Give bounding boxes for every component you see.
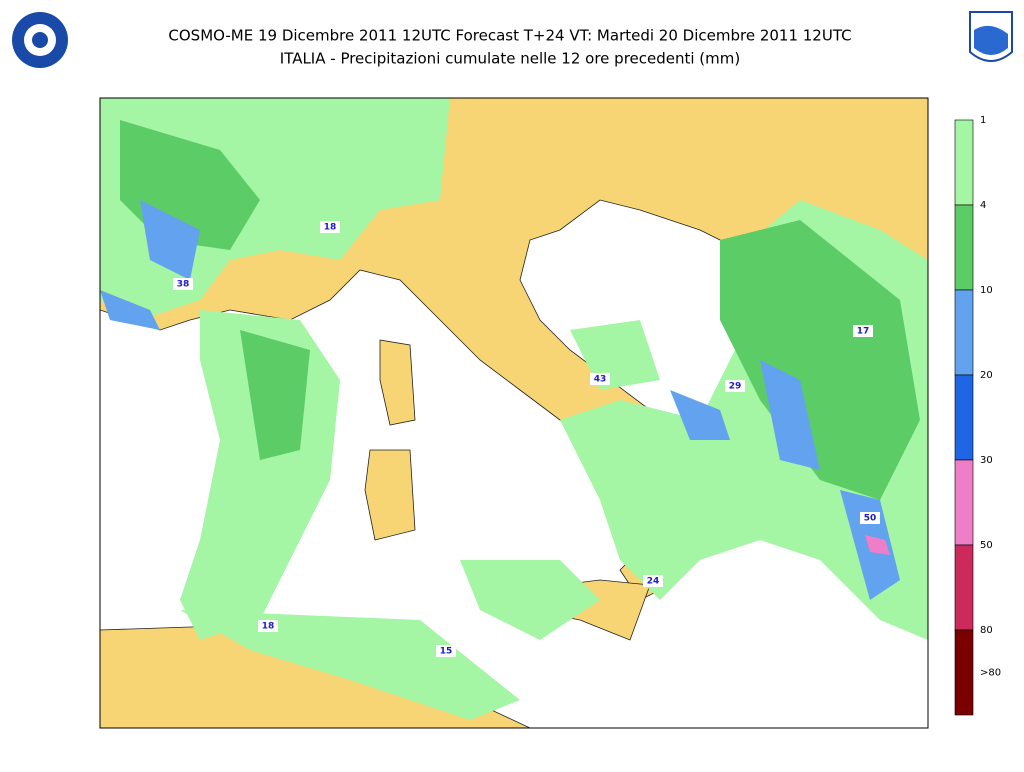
label-box	[173, 278, 193, 290]
max-value-label: 43	[594, 375, 607, 385]
legend-label: 1	[980, 115, 986, 126]
logo-left	[12, 12, 68, 68]
max-value-label: 15	[440, 647, 453, 657]
legend-swatch	[954, 459, 974, 546]
legend-swatch	[954, 374, 974, 461]
logo-right	[969, 11, 1013, 62]
legend-swatch	[954, 544, 974, 631]
label-box	[320, 221, 340, 233]
label-box	[436, 645, 456, 657]
label-box	[725, 380, 745, 392]
label-box	[643, 575, 663, 587]
label-box	[590, 373, 610, 385]
subtitle: ITALIA - Precipitazioni cumulate nelle 1…	[280, 50, 740, 68]
label-box	[853, 325, 873, 337]
label-box	[860, 512, 880, 524]
legend-label: 20	[980, 370, 993, 381]
legend-swatch	[954, 629, 974, 716]
legend-label: >80	[980, 668, 1001, 679]
legend-label: 50	[980, 540, 993, 551]
map: 18 38 43 29 17 50 24 18 15	[100, 98, 928, 728]
max-value-label: 50	[864, 514, 877, 524]
legend-swatch	[954, 119, 974, 206]
max-value-label: 29	[729, 382, 742, 392]
legend-label: 10	[980, 285, 993, 296]
legend-label: 4	[980, 200, 986, 211]
legend-label: 80	[980, 625, 993, 636]
title: COSMO-ME 19 Dicembre 2011 12UTC Forecast…	[168, 27, 851, 45]
max-value-label: 38	[177, 280, 190, 290]
max-value-label: 18	[262, 622, 275, 632]
legend-swatch	[954, 289, 974, 376]
max-value-label: 18	[324, 223, 337, 233]
max-value-label: 17	[857, 327, 870, 337]
label-box	[258, 620, 278, 632]
max-value-label: 24	[647, 577, 660, 587]
legend-swatch	[954, 204, 974, 291]
map-frame	[99, 97, 929, 729]
legend-label: 30	[980, 455, 993, 466]
